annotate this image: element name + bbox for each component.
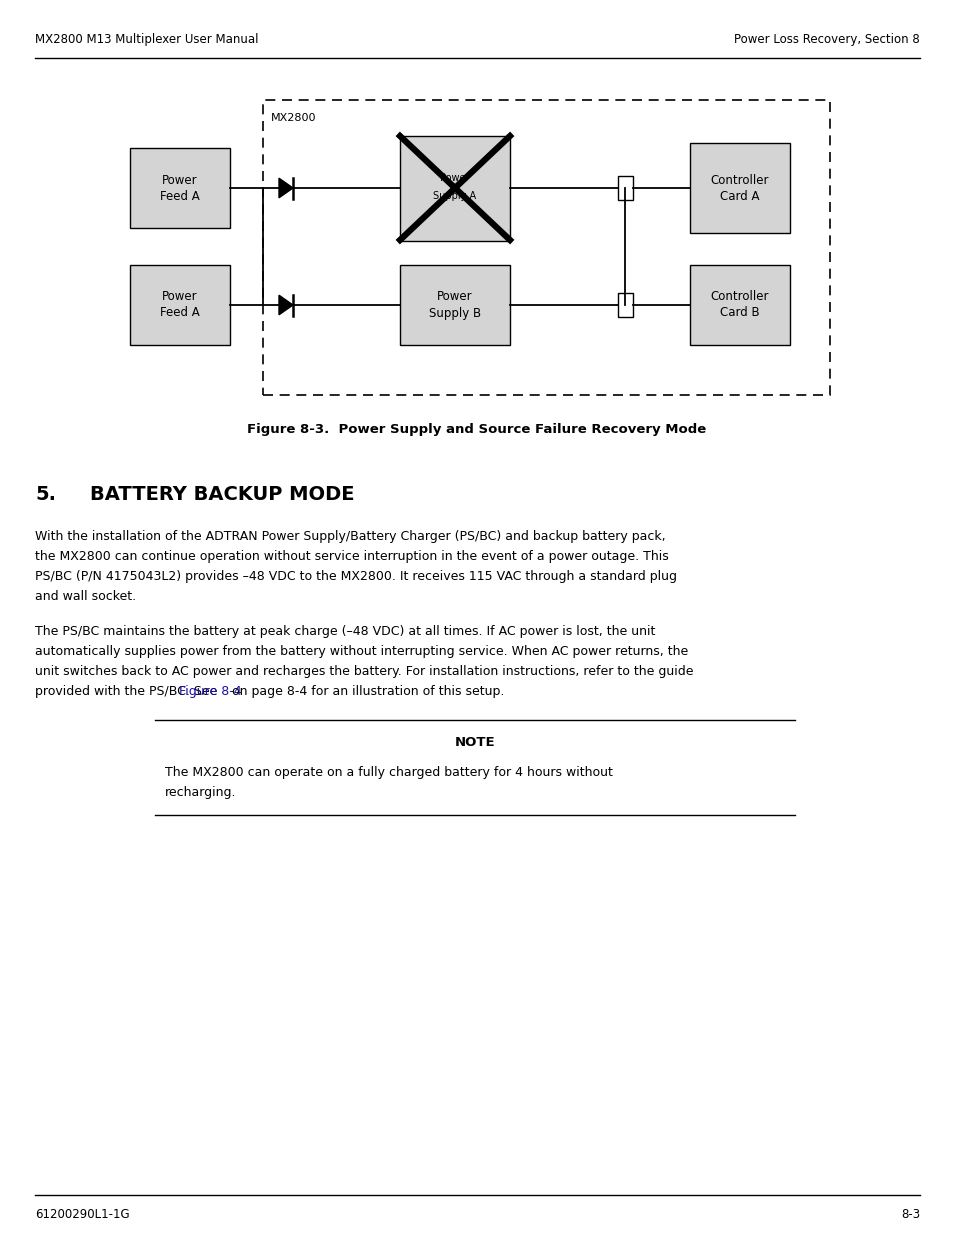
Bar	[689, 266, 789, 345]
Text: Feed A: Feed A	[160, 306, 200, 320]
Text: Figure 8-4: Figure 8-4	[178, 685, 241, 698]
Bar	[130, 266, 230, 345]
Text: Controller: Controller	[710, 173, 768, 186]
Text: PS/BC (P/N 4175043L2) provides –48 VDC to the MX2800. It receives 115 VAC throug: PS/BC (P/N 4175043L2) provides –48 VDC t…	[35, 571, 677, 583]
Text: Power: Power	[162, 290, 197, 304]
Text: MX2800: MX2800	[271, 112, 316, 124]
Bar	[263, 100, 829, 395]
Text: Figure 8-3.  Power Supply and Source Failure Recovery Mode: Figure 8-3. Power Supply and Source Fail…	[247, 424, 706, 436]
Text: The MX2800 can operate on a fully charged battery for 4 hours without: The MX2800 can operate on a fully charge…	[165, 766, 612, 779]
Text: on page 8-4 for an illustration of this setup.: on page 8-4 for an illustration of this …	[228, 685, 504, 698]
Text: 8-3: 8-3	[900, 1209, 919, 1221]
Bar	[689, 143, 789, 233]
Text: the MX2800 can continue operation without service interruption in the event of a: the MX2800 can continue operation withou…	[35, 550, 668, 563]
Polygon shape	[278, 295, 293, 315]
Polygon shape	[278, 178, 293, 198]
Bar	[399, 136, 510, 241]
Text: Feed A: Feed A	[160, 189, 200, 203]
Text: NOTE: NOTE	[455, 736, 495, 748]
Text: unit switches back to AC power and recharges the battery. For installation instr: unit switches back to AC power and recha…	[35, 664, 693, 678]
Text: Power: Power	[439, 173, 469, 183]
Text: BATTERY BACKUP MODE: BATTERY BACKUP MODE	[90, 485, 355, 504]
Text: 5.: 5.	[35, 485, 56, 504]
Bar	[618, 293, 633, 317]
Text: recharging.: recharging.	[165, 785, 236, 799]
Text: Supply A: Supply A	[433, 191, 476, 201]
Text: and wall socket.: and wall socket.	[35, 590, 136, 603]
Text: automatically supplies power from the battery without interrupting service. When: automatically supplies power from the ba…	[35, 645, 687, 658]
Bar	[618, 177, 633, 200]
Text: Controller: Controller	[710, 290, 768, 304]
Bar	[130, 148, 230, 228]
Text: The PS/BC maintains the battery at peak charge (–48 VDC) at all times. If AC pow: The PS/BC maintains the battery at peak …	[35, 625, 655, 638]
Text: MX2800 M13 Multiplexer User Manual: MX2800 M13 Multiplexer User Manual	[35, 33, 258, 47]
Text: 61200290L1-1G: 61200290L1-1G	[35, 1209, 130, 1221]
Text: Power Loss Recovery, Section 8: Power Loss Recovery, Section 8	[734, 33, 919, 47]
Bar	[399, 266, 510, 345]
Text: Card A: Card A	[720, 189, 759, 203]
Text: provided with the PS/BC. See: provided with the PS/BC. See	[35, 685, 221, 698]
Text: Power: Power	[162, 173, 197, 186]
Text: Card B: Card B	[720, 306, 759, 320]
Text: With the installation of the ADTRAN Power Supply/Battery Charger (PS/BC) and bac: With the installation of the ADTRAN Powe…	[35, 530, 665, 543]
Text: Power: Power	[436, 290, 473, 304]
Text: Supply B: Supply B	[429, 306, 480, 320]
